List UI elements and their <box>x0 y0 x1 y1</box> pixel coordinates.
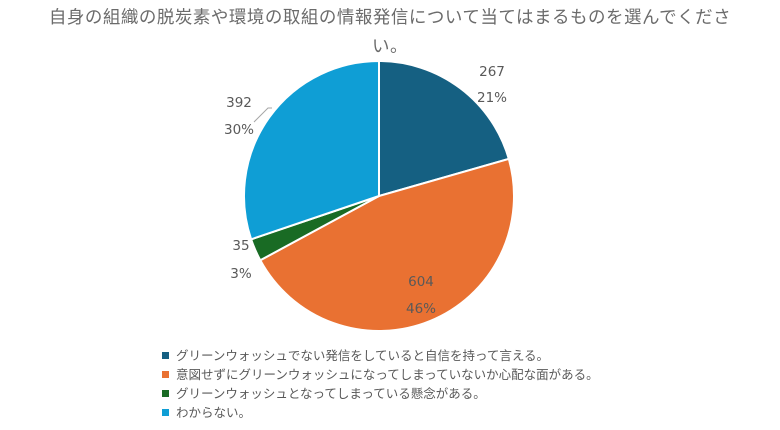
pie-slice <box>243 59 380 241</box>
legend-item: わからない。 <box>162 403 599 422</box>
pie-slices <box>243 59 515 332</box>
legend-item: グリーンウォッシュでない発信をしていると自信を持って言える。 <box>162 346 599 365</box>
legend-label: グリーンウォッシュとなってしまっている懸念がある。 <box>176 386 486 401</box>
leader-lines <box>253 107 272 123</box>
data-label-percent: 21% <box>477 90 507 106</box>
data-label-value: 392 <box>226 95 252 111</box>
pie-slice <box>258 157 515 332</box>
chart-title: 自身の組織の脱炭素や環境の取組の情報発信について当てはまるものを選んでください。 <box>48 8 732 57</box>
legend: グリーンウォッシュでない発信をしていると自信を持って言える。意図せずにグリーンウ… <box>162 346 599 422</box>
data-label-value: 604 <box>408 274 434 290</box>
data-label-percent: 30% <box>224 122 254 138</box>
data-label-value: 35 <box>232 238 249 254</box>
legend-item: 意図せずにグリーンウォッシュになってしまっていないか心配な面がある。 <box>162 365 599 384</box>
legend-item: グリーンウォッシュとなってしまっている懸念がある。 <box>162 384 599 403</box>
legend-swatch <box>162 371 169 378</box>
data-label-percent: 3% <box>230 266 252 282</box>
data-label-value: 267 <box>479 64 505 80</box>
legend-swatch <box>162 409 169 416</box>
leader-line <box>253 107 272 123</box>
legend-label: グリーンウォッシュでない発信をしていると自信を持って言える。 <box>176 348 550 363</box>
data-label-percent: 46% <box>406 301 436 317</box>
data-labels: 267 21% 604 46% 35 3% 392 30% <box>224 64 507 317</box>
pie-slice <box>378 59 511 198</box>
legend-swatch <box>162 352 169 359</box>
legend-label: 意図せずにグリーンウォッシュになってしまっていないか心配な面がある。 <box>176 367 599 382</box>
legend-label: わからない。 <box>176 405 252 420</box>
legend-swatch <box>162 390 169 397</box>
